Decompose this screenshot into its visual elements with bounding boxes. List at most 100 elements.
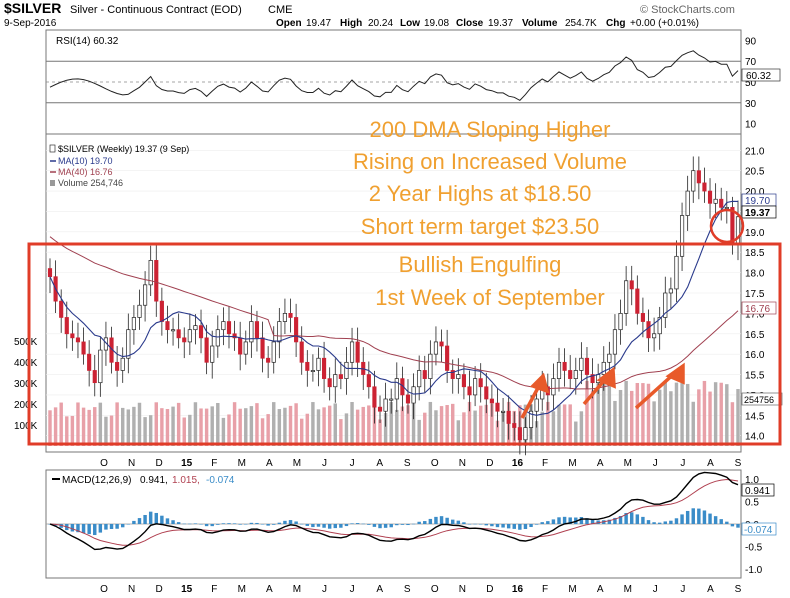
volume-bar [708, 391, 712, 446]
legend-candle-swatch [49, 144, 56, 153]
volume-bar [439, 406, 444, 446]
ma40-line [49, 236, 739, 390]
candle-up [271, 341, 276, 363]
macd-hist-bar [579, 517, 584, 524]
legend-title: $SILVER (Weekly) 19.37 (9 Sep) [58, 144, 189, 154]
x-axis-label: O [431, 458, 439, 469]
volume-bar [327, 405, 332, 446]
candle-up [428, 353, 433, 379]
arrowhead-1 [529, 372, 550, 394]
volume-bar [674, 382, 679, 446]
macd-hist-bar [339, 524, 343, 528]
candle-up [652, 333, 657, 339]
volume-bar [495, 420, 500, 446]
macd-legend-hist: -0.074 [206, 475, 235, 486]
volume-bar [193, 402, 198, 446]
macd-hist-bar [148, 511, 153, 524]
macd-hist-bar [333, 524, 337, 529]
volume-bar [260, 418, 265, 446]
volume-bar [484, 404, 489, 446]
volume-bars [48, 380, 740, 446]
candle-down [159, 300, 164, 322]
x-axis-label: N [128, 584, 135, 595]
macd-hist-bar [400, 524, 405, 525]
volume-bar [423, 412, 427, 446]
macd-hist-bar [372, 524, 377, 527]
macd-hist-bar [367, 524, 371, 525]
macd-hist-bar [551, 519, 556, 524]
macd-hist-bar [708, 513, 712, 524]
close-tag-bg [741, 205, 777, 219]
x-axis-label: N [459, 458, 466, 469]
macd-hist-bar [98, 524, 103, 533]
volume-bar [322, 407, 326, 446]
macd-hist-bar [417, 521, 421, 524]
candle-down [260, 337, 265, 359]
candle-up [137, 304, 142, 318]
volume-bar [132, 406, 136, 446]
volume-bar [641, 383, 645, 446]
macd-hist-bar [266, 524, 270, 526]
volume-bar [725, 384, 729, 446]
rsi-tick-label: 50 [745, 78, 757, 89]
candle-down [478, 378, 483, 388]
volume-bar [355, 409, 360, 446]
rsi-tick-label: 90 [745, 36, 757, 47]
macd-hist-bar [697, 508, 701, 524]
macd-hist-bar [730, 524, 735, 527]
macd-hist-bar [462, 522, 466, 524]
candle-down [182, 337, 187, 343]
volume-bar [160, 408, 164, 446]
volume-bar [244, 408, 248, 446]
candle-up [685, 190, 690, 216]
volume-bar [294, 403, 298, 446]
candle-down [405, 394, 411, 404]
macd-hist-bar [439, 516, 444, 524]
candle-up [148, 260, 153, 286]
x-axis-label: O [100, 584, 108, 595]
candle-down [506, 410, 511, 424]
macd-hist-bar [227, 523, 231, 524]
volume-bar [277, 409, 282, 446]
x-axis-label: A [376, 458, 383, 469]
volume-bar [697, 389, 701, 446]
candle-down [254, 321, 260, 339]
x-axis-label: M [293, 584, 301, 595]
candle-down [562, 361, 567, 371]
candle-up [170, 329, 176, 332]
macd-hist-bar [361, 523, 365, 525]
rsi-line [49, 50, 739, 102]
candle-down [305, 361, 310, 371]
macd-hist-bar [685, 510, 690, 524]
macd-hist-bar [260, 524, 265, 525]
macd-hist-bar [434, 516, 438, 524]
candle-down [422, 370, 427, 379]
volume-bar [339, 419, 343, 446]
volume-bar [562, 404, 567, 446]
candle-up [389, 398, 394, 401]
low-value: 19.08 [424, 18, 449, 29]
candle-down [377, 406, 383, 412]
candle-down [707, 190, 713, 204]
volume-bar [456, 420, 461, 446]
x-axis-label: J [680, 584, 685, 595]
annotation-line-2: Rising on Increased Volume [353, 149, 627, 174]
candle-down [512, 423, 517, 428]
candle-up [394, 378, 399, 400]
rsi-tag-bg [741, 68, 781, 82]
volume-bar [210, 406, 214, 446]
price-tick-label: 14.5 [745, 411, 765, 422]
macd-hist-bar [81, 524, 86, 534]
candle-up [724, 207, 729, 209]
macd-hist-bar [199, 524, 203, 525]
rsi-tick-label: 70 [745, 57, 757, 68]
x-axis-label: M [293, 458, 301, 469]
volume-bar [115, 402, 119, 446]
candle-up [383, 398, 388, 412]
macd-hist-bar [657, 522, 662, 524]
candle-down [176, 329, 181, 339]
macd-legend: MACD(12,26,9) 0.941, 1.015, -0.074 [52, 475, 235, 486]
macd-tick-label: -1.0 [745, 565, 763, 576]
macd-hist-bar [618, 516, 623, 524]
volume-bar [624, 380, 628, 446]
